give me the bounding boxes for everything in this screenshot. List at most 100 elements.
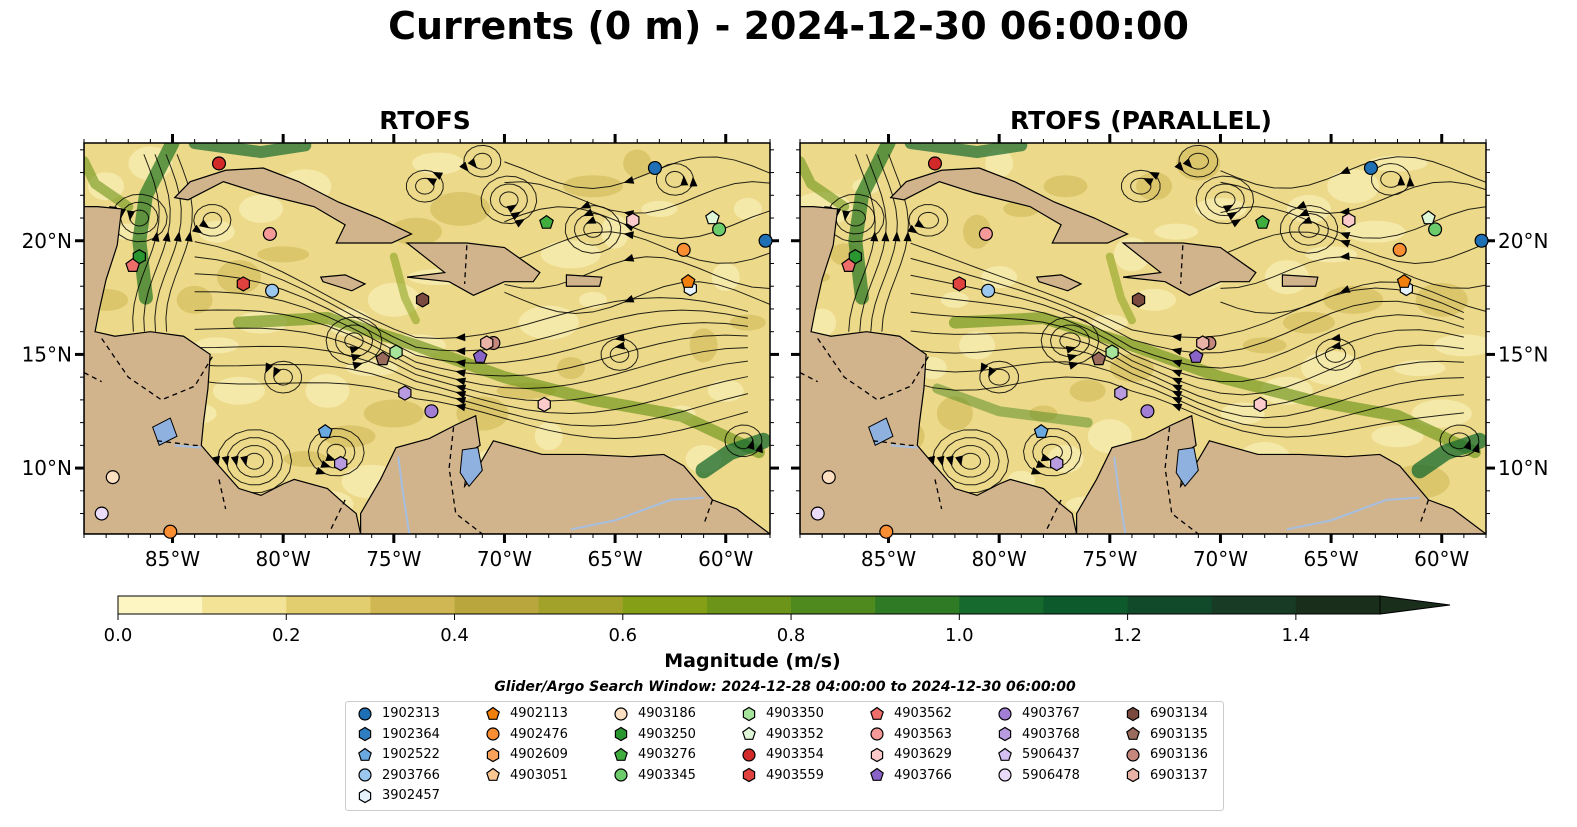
map-panel-rtofs-parallel	[799, 142, 1487, 535]
colorbar-segment	[959, 596, 1044, 614]
float-marker-4903768	[1050, 455, 1064, 472]
legend-marker-circle-icon	[1126, 747, 1140, 762]
legend-marker-circle-icon	[614, 706, 628, 721]
float-marker-1902522	[1033, 423, 1049, 438]
legend-label: 4903354	[766, 747, 824, 762]
float-marker-6903135	[375, 351, 391, 366]
float-marker-4903354	[927, 156, 943, 171]
colorbar-tick-label: 0.8	[776, 625, 806, 646]
legend-label: 4903250	[638, 726, 696, 742]
float-marker-4903768	[1114, 385, 1128, 401]
land-puertorico	[1281, 274, 1319, 287]
legend-marker	[742, 726, 756, 740]
legend-item: 4903276	[612, 745, 696, 765]
legend-label: 4903629	[894, 747, 952, 762]
float-marker-6903134	[415, 292, 430, 308]
legend-marker-circle-icon	[998, 706, 1012, 721]
colorbar-segment	[202, 596, 287, 614]
legend-label: 4903767	[1022, 706, 1080, 721]
lake	[1175, 447, 1199, 488]
map-panel-rtofs	[83, 142, 771, 535]
legend-item: 3902457	[356, 786, 440, 806]
lon-tick-label: 75°W	[1082, 547, 1137, 571]
colorbar-tick-label: 0.4	[440, 625, 469, 646]
legend-marker-hexagon-icon	[614, 726, 628, 742]
colorbar-segment	[1127, 596, 1213, 614]
legend-label: 3902457	[382, 788, 440, 803]
legend-marker	[614, 747, 628, 761]
legend-marker-pentagon-icon	[614, 747, 628, 761]
markers-layer	[94, 156, 1489, 539]
legend-label: 2903766	[382, 767, 440, 783]
legend-item: 4902609	[484, 745, 568, 765]
legend-marker	[870, 706, 884, 720]
colorbar-segment	[118, 596, 203, 614]
legend-marker	[614, 726, 628, 742]
legend-label: 5906478	[1022, 767, 1080, 783]
legend-item: 4903352	[740, 725, 824, 745]
legend-marker-pentagon-icon	[870, 706, 884, 720]
legend-marker	[486, 747, 500, 762]
float-marker-4903345	[712, 222, 727, 237]
legend-marker-hexagon-icon	[742, 767, 756, 783]
lon-tick-label: 80°W	[256, 547, 311, 571]
float-marker-4902476	[879, 524, 894, 539]
legend-marker	[870, 767, 884, 781]
legend-marker-pentagon-icon	[358, 747, 372, 761]
colorbar-segment	[286, 596, 371, 614]
float-marker-4903350	[1105, 344, 1119, 360]
legend-marker	[486, 706, 500, 720]
colorbar-tick-label: 0.2	[271, 625, 301, 646]
lon-tick-label: 60°W	[1414, 547, 1469, 571]
land-jamaica	[319, 274, 367, 292]
legend-marker	[742, 767, 756, 783]
float-marker-4902476	[163, 524, 178, 539]
land-puertorico	[565, 274, 603, 287]
legend-marker	[1126, 706, 1140, 721]
legend-marker-hexagon-icon	[742, 706, 756, 721]
land-central	[84, 143, 362, 534]
land-cuba	[173, 167, 413, 244]
map-frame	[799, 142, 1487, 535]
lat-tick-label: 10°N	[1498, 456, 1548, 480]
lake	[151, 417, 178, 447]
map-figure: 85°W 80°W 75°W 70°W 65°W 60°W 20°N 15°N 10°N 85°W…	[22, 134, 1548, 571]
colorbar	[117, 595, 1451, 620]
legend-label: 4903562	[894, 706, 952, 721]
legend: 1902313 1902364 1902522 2903766 3902457 49021…	[345, 701, 1224, 811]
legend-label: 5906437	[1022, 747, 1080, 762]
lon-tick-label: 85°W	[145, 547, 200, 571]
legend-item: 4902476	[484, 725, 568, 745]
float-marker-4903354	[211, 156, 227, 171]
legend-marker	[486, 767, 500, 781]
legend-marker-hexagon-icon	[1126, 706, 1140, 721]
lat-tick-label: 20°N	[1498, 229, 1548, 253]
legend-item: 4903562	[868, 704, 952, 724]
legend-marker-hexagon-icon	[358, 726, 372, 742]
legend-marker-pentagon-icon	[486, 706, 500, 720]
lat-tick-label: 15°N	[22, 342, 72, 366]
legend-label: 4903186	[638, 706, 696, 721]
legend-item: 1902364	[356, 725, 440, 745]
legend-marker-hexagon-icon	[870, 747, 884, 762]
legend-label: 1902364	[382, 726, 440, 742]
colorbar-segment	[706, 596, 792, 614]
legend-marker	[358, 747, 372, 761]
legend-marker	[998, 747, 1012, 761]
lake	[459, 447, 483, 488]
float-marker-4903276	[1255, 214, 1270, 229]
lat-tick-label: 20°N	[22, 229, 72, 253]
lon-tick-label: 80°W	[972, 547, 1027, 571]
figure-title: Currents (0 m) - 2024-12-30 06:00:00	[388, 4, 1189, 48]
colorbar-segment	[370, 596, 456, 614]
colorbar-tick-label: 1.0	[945, 625, 974, 646]
lat-tick-label: 15°N	[1498, 342, 1548, 366]
float-marker-5906478	[810, 506, 825, 521]
legend-marker-circle-icon	[358, 706, 372, 721]
legend-marker-circle-icon	[486, 727, 500, 741]
float-marker-4902113	[1396, 273, 1412, 288]
legend-item: 6903137	[1124, 766, 1208, 786]
legend-label: 4903768	[1022, 726, 1080, 742]
legend-marker-pentagon-icon	[998, 747, 1012, 761]
float-marker-2903766	[265, 283, 280, 298]
